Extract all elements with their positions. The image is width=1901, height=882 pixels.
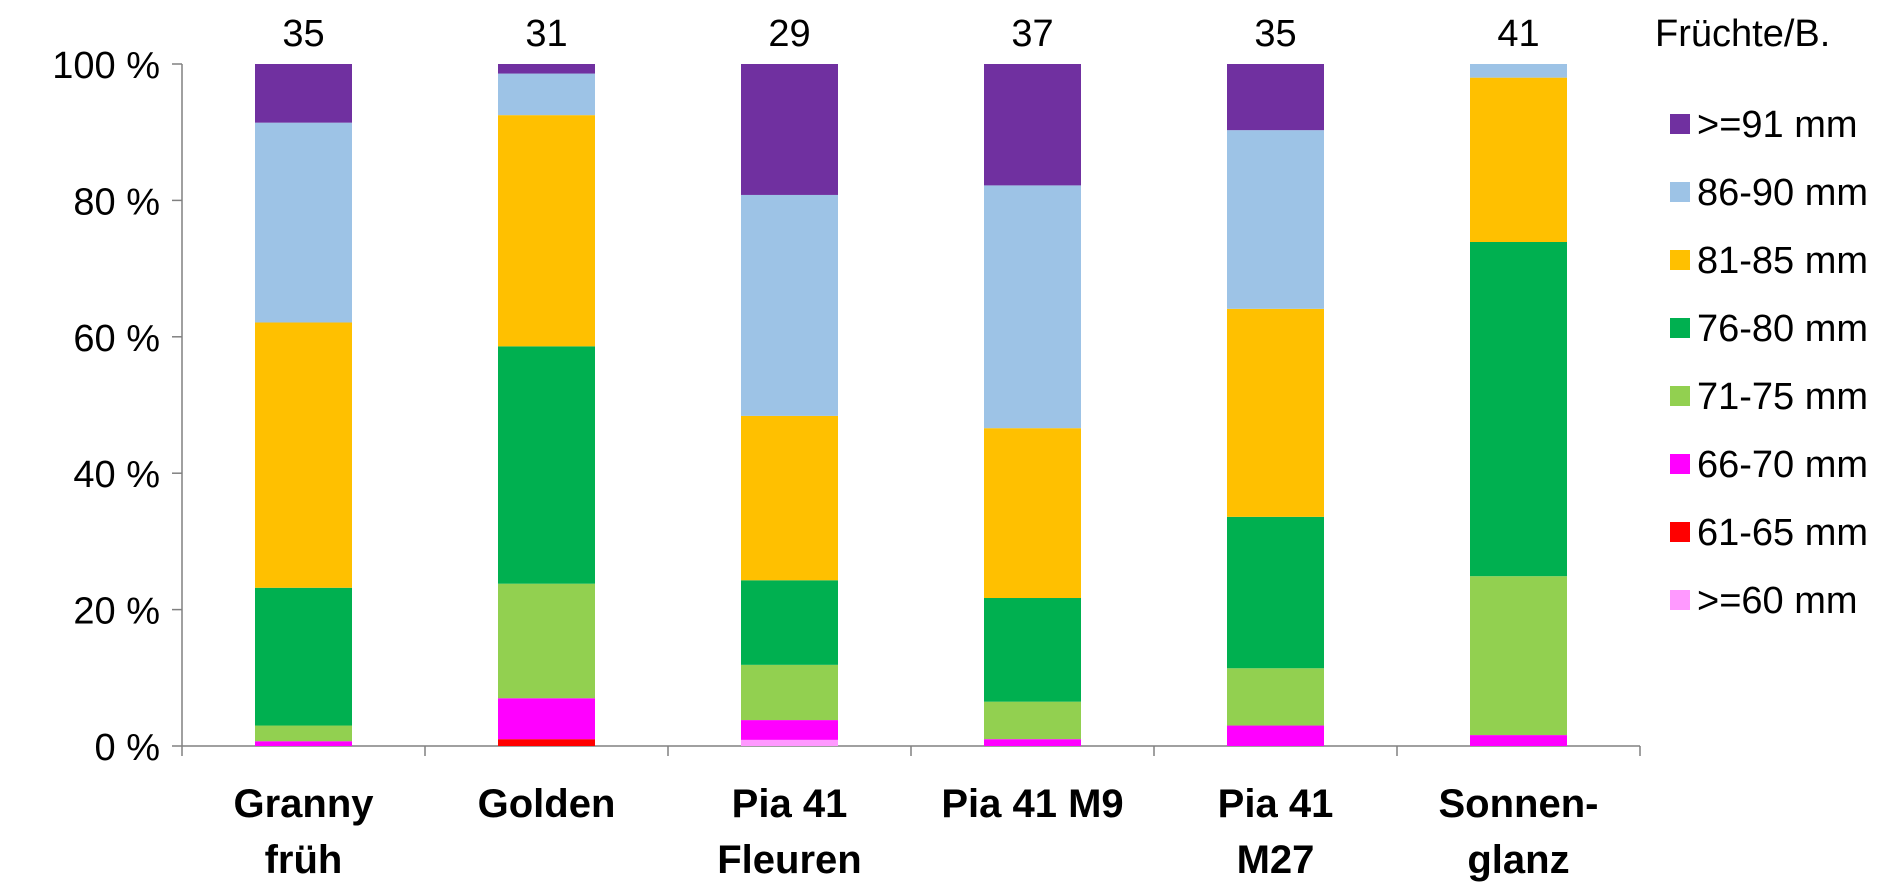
bar-segment bbox=[255, 64, 352, 123]
legend-label: 61-65 mm bbox=[1697, 512, 1868, 554]
legend-label: >=60 mm bbox=[1697, 580, 1858, 622]
x-tick-label: Fleuren bbox=[717, 838, 861, 882]
y-tick-label: 60 % bbox=[73, 318, 160, 360]
legend-label: 76-80 mm bbox=[1697, 308, 1868, 350]
bar-segment bbox=[1227, 725, 1324, 746]
legend-swatch bbox=[1670, 250, 1690, 270]
bar-count-label: 29 bbox=[768, 13, 810, 55]
legend-swatch bbox=[1670, 182, 1690, 202]
bar-segment bbox=[741, 415, 838, 581]
x-tick-label: Pia 41 M9 bbox=[941, 782, 1123, 826]
bar-segment bbox=[984, 598, 1081, 702]
x-tick-label: Granny bbox=[233, 782, 374, 826]
y-tick-label: 20 % bbox=[73, 591, 160, 633]
bar-segment bbox=[984, 701, 1081, 740]
bar-segment bbox=[1470, 735, 1567, 746]
bar-segment bbox=[984, 64, 1081, 186]
y-tick-label: 80 % bbox=[73, 181, 160, 223]
bars bbox=[255, 64, 1567, 746]
axes bbox=[172, 63, 1641, 756]
bar-segment bbox=[1227, 130, 1324, 309]
bar-segment bbox=[255, 322, 352, 588]
bar-segment bbox=[498, 583, 595, 699]
bar-segment bbox=[1470, 576, 1567, 736]
legend-swatch bbox=[1670, 454, 1690, 474]
bar-segment bbox=[984, 739, 1081, 746]
bar-segment bbox=[255, 741, 352, 746]
legend-swatch bbox=[1670, 386, 1690, 406]
legend-label: 71-75 mm bbox=[1697, 376, 1868, 418]
bar-segment bbox=[255, 587, 352, 726]
legend-label: 81-85 mm bbox=[1697, 240, 1868, 282]
y-tick-label: 40 % bbox=[73, 454, 160, 496]
x-tick-label: Sonnen- bbox=[1439, 782, 1599, 826]
bar-segment bbox=[1227, 64, 1324, 131]
bar-segment bbox=[255, 122, 352, 323]
bar-segment bbox=[1227, 668, 1324, 726]
legend-swatch bbox=[1670, 522, 1690, 542]
x-tick-label: Pia 41 bbox=[732, 782, 848, 826]
y-tick-label: 100 % bbox=[52, 45, 160, 87]
bar-count-label: 37 bbox=[1011, 13, 1053, 55]
x-tick-label: Golden bbox=[478, 782, 616, 826]
y-tick-label: 0 % bbox=[95, 727, 160, 769]
bar-segment bbox=[498, 346, 595, 584]
legend-swatch bbox=[1670, 114, 1690, 134]
bar-segment bbox=[741, 580, 838, 665]
legend-label: 86-90 mm bbox=[1697, 172, 1868, 214]
bar-segment bbox=[741, 64, 838, 195]
bar-segment bbox=[741, 194, 838, 416]
bar-segment bbox=[741, 720, 838, 740]
bar-segment bbox=[1227, 308, 1324, 517]
bar-segment bbox=[498, 739, 595, 746]
x-tick-label: M27 bbox=[1237, 838, 1315, 882]
legend-swatch bbox=[1670, 318, 1690, 338]
bar-segment bbox=[1470, 77, 1567, 243]
counts-label: Früchte/B. bbox=[1655, 13, 1830, 55]
bar-segment bbox=[984, 185, 1081, 429]
bar-segment bbox=[741, 739, 838, 746]
bar-segment bbox=[984, 428, 1081, 599]
bar-segment bbox=[498, 115, 595, 347]
legend-label: >=91 mm bbox=[1697, 104, 1858, 146]
legend-label: 66-70 mm bbox=[1697, 444, 1868, 486]
bar-segment bbox=[1227, 516, 1324, 669]
bar-segment bbox=[498, 73, 595, 116]
legend: >=91 mm 86-90 mm 81-85 mm 76-80 mm 71-75 mm 6… bbox=[1670, 104, 1868, 622]
x-tick-label: früh bbox=[265, 838, 343, 882]
bar-segment bbox=[498, 698, 595, 740]
x-tick-label: Pia 41 bbox=[1218, 782, 1334, 826]
legend-swatch bbox=[1670, 590, 1690, 610]
bar-count-label: 31 bbox=[525, 13, 567, 55]
bar-segment bbox=[1470, 242, 1567, 577]
labels: 0 % 20 % 40 % 60 % 80 % 100 % 35 Granny früh 31 Go… bbox=[52, 13, 1830, 882]
bar-segment bbox=[255, 725, 352, 742]
bar-count-label: 35 bbox=[1254, 13, 1296, 55]
bar-count-label: 41 bbox=[1497, 13, 1539, 55]
x-tick-label: glanz bbox=[1467, 838, 1569, 882]
bar-count-label: 35 bbox=[282, 13, 324, 55]
bar-segment bbox=[1470, 64, 1567, 78]
bar-segment bbox=[741, 664, 838, 721]
bar-segment bbox=[498, 64, 595, 74]
